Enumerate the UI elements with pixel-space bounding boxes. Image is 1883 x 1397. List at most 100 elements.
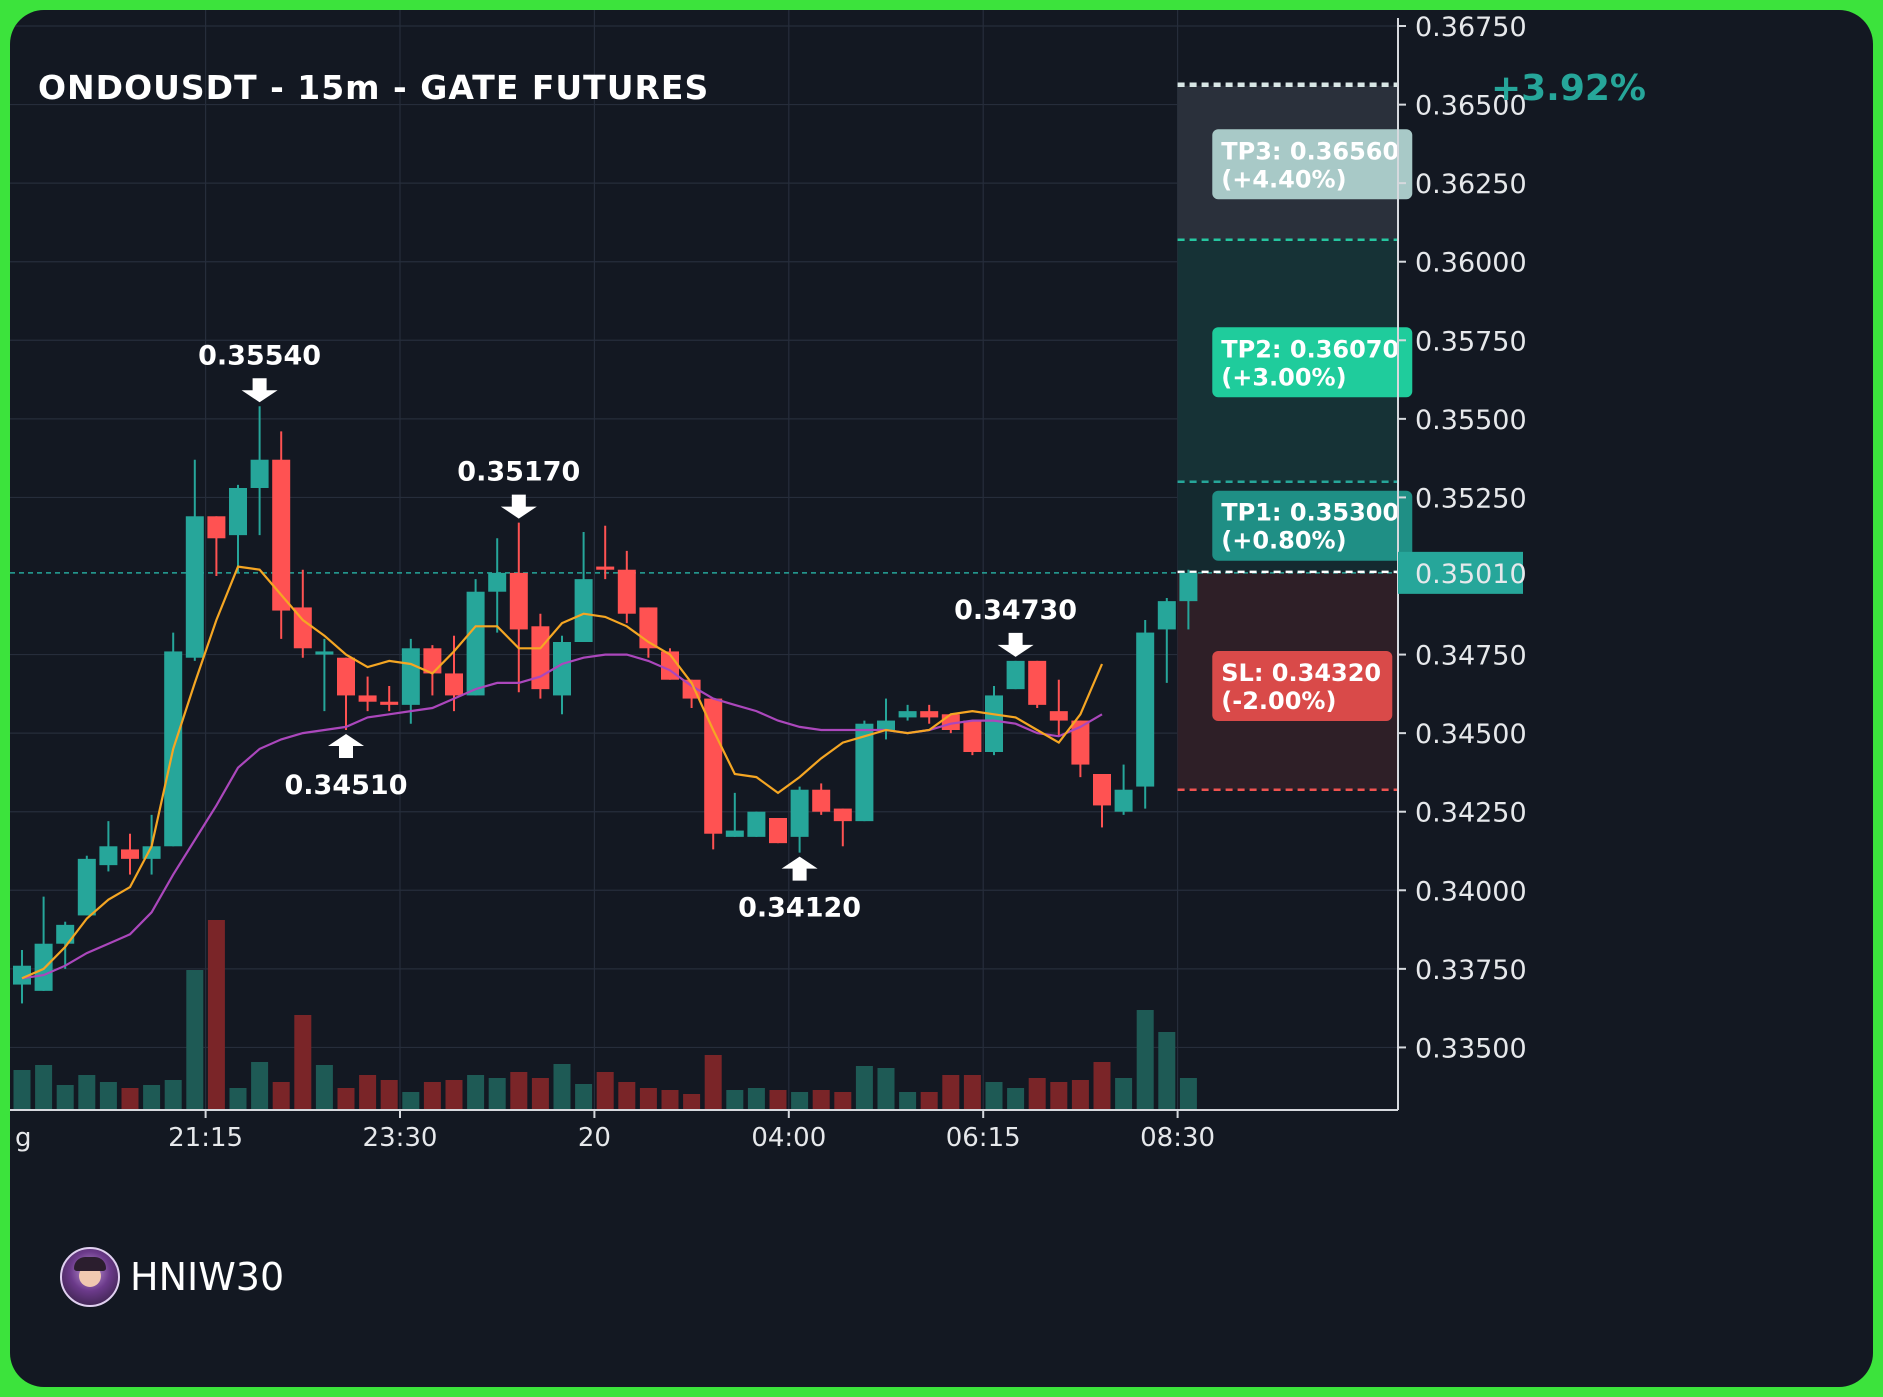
volume-bar bbox=[467, 1075, 485, 1110]
level-label-sub: (+4.40%) bbox=[1221, 165, 1346, 193]
level-label-box bbox=[1212, 651, 1393, 721]
level-label: SL: 0.34320 bbox=[1221, 659, 1381, 687]
change-percent: +3.92% bbox=[1490, 68, 1646, 109]
volume-bar bbox=[553, 1064, 571, 1110]
candle-body bbox=[812, 789, 831, 812]
volume-bar bbox=[834, 1092, 852, 1110]
volume-bar bbox=[359, 1075, 377, 1110]
y-tick-label: 0.36250 bbox=[1415, 169, 1527, 200]
volume-bar bbox=[78, 1075, 96, 1110]
x-tick-label: 04:00 bbox=[751, 1123, 826, 1153]
volume-bar bbox=[13, 1070, 31, 1110]
volume-bar bbox=[445, 1080, 463, 1110]
annotation-label: 0.35170 bbox=[457, 457, 580, 488]
level-label: TP3: 0.36560 bbox=[1221, 137, 1399, 165]
y-tick-label: 0.34750 bbox=[1415, 641, 1527, 672]
candle-body bbox=[553, 642, 571, 696]
volume-bar bbox=[618, 1082, 636, 1110]
volume-bar bbox=[337, 1088, 355, 1110]
annotation-arrow-down bbox=[997, 632, 1034, 657]
volume-bar bbox=[1179, 1078, 1197, 1110]
level-label: TP1: 0.35300 bbox=[1221, 499, 1399, 527]
ma-fast-line bbox=[21, 565, 1104, 980]
candle-body bbox=[315, 651, 334, 655]
candle-body bbox=[207, 516, 226, 539]
volume-bar bbox=[942, 1075, 960, 1110]
candle-body bbox=[1071, 720, 1090, 765]
candle-body bbox=[1049, 711, 1068, 721]
volume-bar bbox=[855, 1066, 873, 1110]
level-label-sub: (+0.80%) bbox=[1221, 527, 1346, 555]
annotation-label: 0.34730 bbox=[954, 595, 1077, 626]
annotation-label: 0.35540 bbox=[198, 340, 321, 371]
candle-body bbox=[704, 698, 723, 834]
x-tick-label: 08:30 bbox=[1140, 1123, 1215, 1153]
volume-bar bbox=[812, 1090, 830, 1110]
candle-body bbox=[229, 488, 247, 536]
candle-body bbox=[293, 607, 312, 649]
volume-bar bbox=[99, 1082, 117, 1110]
y-tick-label: 0.36500 bbox=[1415, 91, 1527, 122]
candle-body bbox=[358, 695, 377, 702]
volume-bar bbox=[661, 1090, 679, 1110]
candle-body bbox=[877, 720, 895, 730]
volume-bar bbox=[207, 920, 225, 1110]
volume-bar bbox=[251, 1062, 269, 1110]
x-tick-label: 06:15 bbox=[946, 1123, 1021, 1153]
candle-body bbox=[725, 830, 744, 837]
y-tick-label: 0.36000 bbox=[1415, 248, 1527, 279]
candle-body bbox=[769, 818, 787, 844]
level-label-sub: (+3.00%) bbox=[1221, 363, 1346, 391]
volume-bar bbox=[704, 1055, 722, 1110]
y-tick-label: 0.33750 bbox=[1415, 955, 1527, 986]
avatar bbox=[60, 1247, 120, 1307]
watermark: HNIW30 bbox=[60, 1247, 284, 1307]
annotation-label: 0.34510 bbox=[285, 770, 408, 801]
volume-bar bbox=[35, 1065, 53, 1110]
candle-body bbox=[272, 459, 291, 611]
annotation-arrow-up bbox=[328, 734, 364, 758]
candle-body bbox=[445, 673, 463, 696]
volume-bar bbox=[1028, 1078, 1046, 1110]
volume-bar bbox=[1158, 1032, 1176, 1110]
candle-body bbox=[617, 569, 636, 614]
candle-body bbox=[488, 572, 507, 592]
volume-bar bbox=[1007, 1088, 1025, 1110]
level-label-box bbox=[1212, 129, 1413, 200]
y-tick-label: 0.35750 bbox=[1415, 326, 1527, 357]
volume-bar bbox=[791, 1092, 809, 1110]
volume-bar bbox=[186, 970, 204, 1110]
volume-bar bbox=[877, 1068, 895, 1110]
volume-bar bbox=[531, 1078, 549, 1110]
volume-bar bbox=[683, 1094, 701, 1110]
candle-body bbox=[1006, 660, 1025, 690]
candle-body bbox=[185, 516, 204, 658]
current-price-tag bbox=[1398, 551, 1523, 594]
volume-bar bbox=[769, 1090, 787, 1110]
volume-bar bbox=[294, 1015, 312, 1110]
candle-body bbox=[1157, 601, 1176, 630]
candle-body bbox=[77, 858, 96, 916]
chart-panel: TP3: 0.36560 (+4.40%) TP2: 0.36070 (+3.00%)… bbox=[10, 10, 1873, 1387]
candle-body bbox=[250, 459, 269, 488]
candle-body bbox=[963, 720, 982, 752]
volume-bar bbox=[1115, 1078, 1133, 1110]
volume-bar bbox=[963, 1075, 981, 1110]
volume-bar bbox=[920, 1092, 938, 1110]
volume-bar bbox=[510, 1072, 528, 1110]
volume-bar bbox=[315, 1065, 333, 1110]
level-label-sub: (-2.00%) bbox=[1221, 687, 1336, 715]
annotation-arrow-up bbox=[781, 856, 818, 881]
volume-bar bbox=[56, 1085, 74, 1110]
chart-title: ONDOUSDT - 15m - GATE FUTURES bbox=[38, 68, 710, 107]
annotation-arrow-down bbox=[500, 494, 537, 519]
candlestick-chart: TP3: 0.36560(+4.40%) TP2: 0.36070(+3.00%)… bbox=[10, 10, 1527, 1153]
candle-body bbox=[380, 701, 399, 705]
candle-body bbox=[898, 711, 917, 718]
candle-body bbox=[531, 626, 550, 690]
candle-body bbox=[596, 566, 615, 570]
volume-bar bbox=[985, 1082, 1003, 1110]
candle-body bbox=[34, 943, 53, 991]
volume-bar bbox=[143, 1085, 161, 1110]
volume-bar bbox=[747, 1088, 765, 1110]
